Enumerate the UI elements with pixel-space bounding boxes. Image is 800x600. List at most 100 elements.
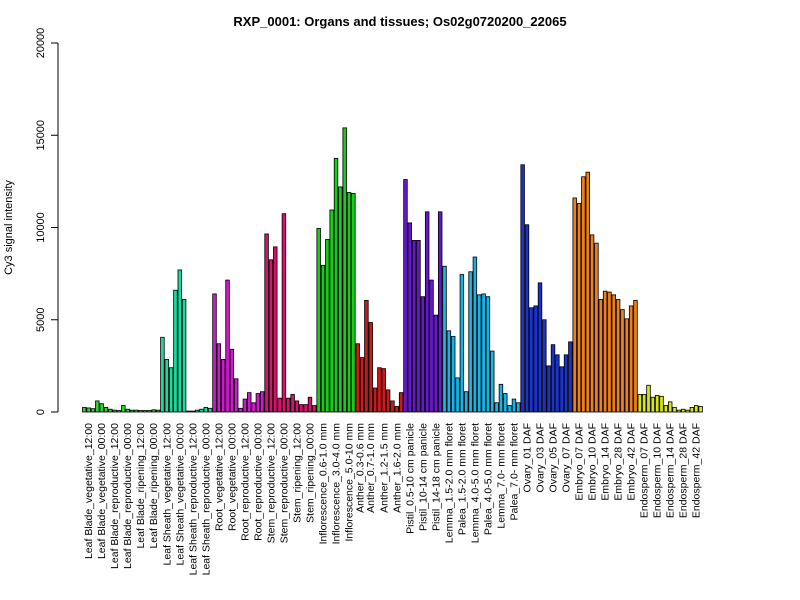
x-tick-label: Lemma_1.5-2.0 mm floret bbox=[443, 423, 455, 543]
bar bbox=[503, 393, 508, 413]
bar bbox=[555, 354, 560, 413]
bar bbox=[164, 359, 169, 413]
bar bbox=[589, 234, 595, 413]
bar bbox=[229, 348, 235, 413]
x-tick-label: Inflorescence_0.6-1.0 mm bbox=[318, 423, 330, 545]
bar bbox=[485, 296, 491, 413]
bar bbox=[242, 398, 248, 413]
x-tick-label: Endosperm_10 DAF bbox=[652, 423, 664, 518]
bar bbox=[90, 408, 96, 413]
bar bbox=[186, 410, 191, 413]
bar bbox=[372, 387, 378, 413]
bar bbox=[199, 408, 204, 413]
bar bbox=[307, 396, 313, 413]
bar bbox=[416, 240, 421, 413]
bar bbox=[112, 409, 117, 413]
bar bbox=[381, 368, 386, 413]
bar bbox=[650, 396, 656, 413]
bar bbox=[151, 409, 156, 413]
bar bbox=[160, 336, 165, 413]
x-tick-label: Leaf Sheath_reproductive_12:00 bbox=[187, 423, 199, 576]
bar bbox=[268, 259, 274, 413]
bar bbox=[294, 400, 300, 413]
chart-title: RXP_0001: Organs and tissues; Os02g07202… bbox=[233, 14, 566, 29]
x-tick-label: Lemma_4.0-5.0 mm floret bbox=[469, 423, 481, 543]
bar bbox=[216, 343, 222, 413]
x-tick-label: Embryo_28 DAF bbox=[613, 423, 625, 501]
bar bbox=[424, 211, 430, 413]
x-tick-label: Embryo_14 DAF bbox=[600, 423, 612, 501]
bar bbox=[177, 269, 182, 413]
x-tick-label: Stem_reproductive_12:00 bbox=[265, 423, 277, 543]
bar bbox=[602, 290, 608, 413]
bar bbox=[233, 378, 239, 413]
x-tick-labels: Leaf Blade_vegetative_12:00 Leaf Blade_ve… bbox=[83, 423, 703, 576]
bar bbox=[286, 397, 291, 413]
bar bbox=[437, 211, 443, 413]
x-tick-label: Leaf Blade_vegetative_12:00 bbox=[83, 423, 95, 559]
y-tick-label: 10000 bbox=[35, 212, 47, 243]
bar bbox=[659, 395, 664, 413]
x-tick-label: Inflorescence_5.0-10 mm bbox=[344, 423, 356, 542]
x-tick-label: Leaf Blade_reproductive_12:00 bbox=[109, 423, 121, 569]
x-tick-label: Leaf Blade_vegetative_00:00 bbox=[96, 423, 108, 559]
x-tick-label: Anther_1.6-2.0 mm bbox=[391, 423, 403, 513]
bar bbox=[368, 322, 373, 413]
bar bbox=[312, 405, 317, 413]
x-tick-label: Stem_reproductive_00:00 bbox=[278, 423, 290, 543]
bar bbox=[672, 406, 677, 413]
x-tick-label: Root_vegetative_00:00 bbox=[226, 423, 238, 531]
bar bbox=[563, 354, 569, 413]
bar bbox=[620, 309, 625, 413]
bar bbox=[533, 305, 538, 413]
x-tick-label: Root_reproductive_12:00 bbox=[239, 423, 251, 541]
bar bbox=[329, 209, 334, 413]
x-tick-label: Leaf Sheath_reproductive_00:00 bbox=[200, 423, 212, 576]
bar bbox=[277, 397, 282, 413]
bar bbox=[607, 291, 612, 413]
x-tick-label: Anther_0.7-1.0 mm bbox=[365, 423, 377, 513]
x-tick-label: Anther_0.3-0.6 mm bbox=[354, 423, 366, 513]
bar bbox=[207, 407, 213, 413]
x-tick-label: Ovary_07 DAF bbox=[561, 423, 573, 492]
bar bbox=[689, 406, 695, 413]
bar bbox=[450, 335, 456, 413]
bar bbox=[299, 404, 304, 413]
bar bbox=[238, 407, 243, 413]
bar bbox=[459, 274, 465, 413]
y-tick-label: 15000 bbox=[35, 120, 47, 151]
y-axis: 0 5000 10000 15000 20000 bbox=[35, 28, 59, 415]
bar bbox=[468, 271, 473, 413]
bar bbox=[598, 299, 603, 413]
bar bbox=[260, 391, 265, 413]
bar bbox=[325, 239, 330, 413]
y-axis-label: Cy3 signal intensity bbox=[3, 180, 15, 275]
bar bbox=[611, 294, 616, 413]
bar bbox=[576, 203, 582, 413]
bar bbox=[134, 409, 139, 413]
bar bbox=[116, 410, 122, 413]
bar bbox=[173, 289, 178, 413]
bar bbox=[654, 394, 660, 413]
bar bbox=[511, 398, 517, 413]
bar bbox=[641, 394, 647, 413]
bar bbox=[377, 367, 382, 413]
bar bbox=[273, 246, 278, 413]
x-tick-label: Ovary_05 DAF bbox=[548, 423, 560, 492]
bar bbox=[407, 222, 412, 413]
bar bbox=[220, 359, 226, 413]
x-tick-label: Leaf Blade_ripening_00:00 bbox=[148, 423, 160, 549]
bar bbox=[320, 264, 326, 413]
x-tick-label: Stem_ripening_00:00 bbox=[304, 423, 316, 523]
y-tick-label: 0 bbox=[35, 409, 47, 415]
bar bbox=[624, 318, 629, 413]
bar bbox=[194, 409, 200, 413]
x-tick-label: Endosperm_42 DAF bbox=[691, 423, 703, 518]
bar bbox=[585, 171, 590, 413]
bar bbox=[394, 406, 399, 413]
y-tick-label: 5000 bbox=[35, 308, 47, 332]
bar bbox=[464, 391, 469, 413]
x-tick-label: Root_reproductive_00:00 bbox=[252, 423, 264, 541]
x-tick-label: Inflorescence_3.0-4.0 mm bbox=[331, 423, 343, 545]
x-tick-label: Pistil_0.5-10 cm panicle bbox=[404, 423, 416, 534]
